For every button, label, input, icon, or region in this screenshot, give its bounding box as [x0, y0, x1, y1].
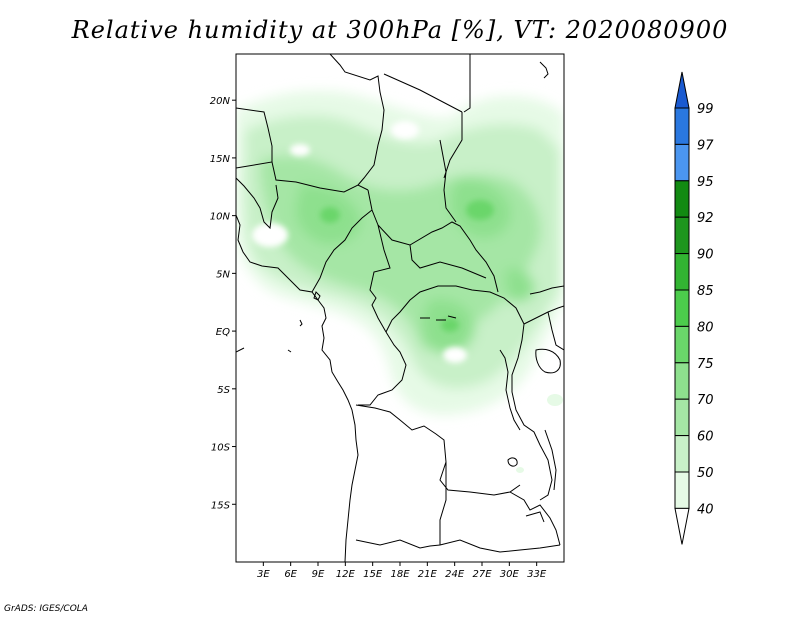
colorbar-bin — [674, 107, 690, 145]
colorbar-bin — [674, 471, 690, 509]
map-title: Relative humidity at 300hPa [%], VT: 202… — [71, 16, 729, 44]
lon-tick-label: 3E — [257, 569, 270, 580]
colorbar-bottom-arrow — [674, 507, 690, 545]
lon-tick-label: 21E — [418, 569, 438, 580]
lat-tick-label: 15N — [210, 154, 231, 165]
colorbar-bin — [674, 362, 690, 400]
lat-tick-label: 10N — [210, 212, 231, 223]
borders — [236, 54, 564, 562]
lon-tick-label: 24E — [445, 569, 465, 580]
lon-tick-label: 6E — [284, 569, 297, 580]
colorbar-label: 50 — [697, 466, 714, 481]
latitude-ticks: 20N 15N 10N 5N EQ 5S 10S 15S — [210, 96, 236, 511]
colorbar-label: 40 — [697, 502, 714, 517]
colorbar-label: 60 — [697, 430, 714, 445]
lon-tick-label: 30E — [500, 569, 520, 580]
colorbar-label: 97 — [697, 138, 714, 153]
colorbar-bin — [674, 216, 690, 255]
lon-tick-label: 15E — [363, 569, 383, 580]
colorbar-label: 99 — [697, 102, 714, 117]
footer-credit: GrADS: IGES/COLA — [4, 604, 88, 614]
colorbar-bin — [674, 435, 690, 473]
colorbar-label: 95 — [697, 175, 714, 190]
lat-tick-label: 5N — [216, 269, 230, 280]
colorbar-bin — [674, 289, 690, 327]
lat-tick-label: 20N — [210, 96, 231, 107]
colorbar: 99 97 95 92 90 85 80 75 70 60 50 40 — [674, 71, 714, 545]
colorbar-label: 70 — [697, 393, 714, 408]
colorbar-bin — [674, 180, 690, 218]
colorbar-label: 75 — [697, 357, 714, 372]
lat-tick-label: 15S — [211, 500, 231, 511]
colorbar-bin — [674, 143, 690, 182]
colorbar-bin — [674, 325, 690, 364]
lat-tick-label: 10S — [211, 443, 231, 454]
lat-tick-label: 5S — [217, 385, 230, 396]
humidity-shading — [236, 90, 564, 473]
lon-tick-label: 18E — [390, 569, 410, 580]
colorbar-label: 92 — [697, 211, 714, 226]
lon-tick-label: 12E — [336, 569, 356, 580]
colorbar-bin — [674, 398, 690, 437]
lat-tick-label: EQ — [216, 327, 230, 338]
colorbar-label: 90 — [697, 248, 714, 263]
lon-tick-label: 9E — [312, 569, 325, 580]
colorbar-top-arrow — [674, 71, 690, 109]
lon-tick-label: 33E — [527, 569, 547, 580]
colorbar-bin — [674, 253, 690, 291]
lon-tick-label: 27E — [472, 569, 492, 580]
colorbar-label: 85 — [697, 284, 714, 299]
colorbar-label: 80 — [697, 320, 714, 335]
longitude-ticks: 3E 6E 9E 12E 15E 18E 21E 24E 27E 30E 33E — [257, 562, 547, 580]
